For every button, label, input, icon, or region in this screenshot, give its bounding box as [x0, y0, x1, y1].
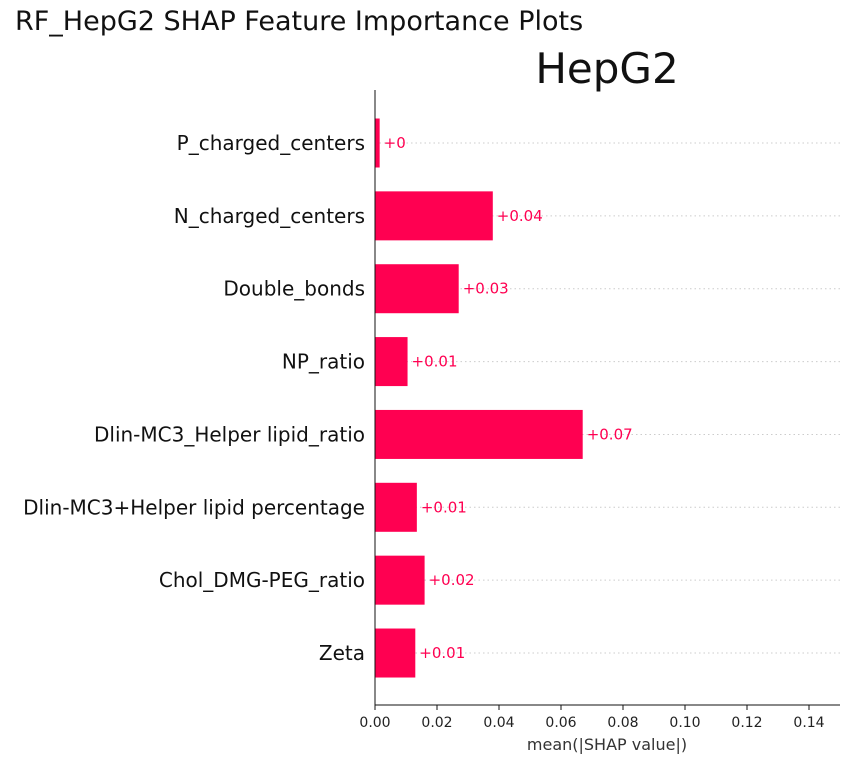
x-tick-label: 0.12: [731, 715, 762, 731]
x-tick-label: 0.00: [359, 715, 390, 731]
x-axis-label: mean(|SHAP value|): [527, 735, 687, 754]
category-label: NP_ratio: [282, 350, 365, 374]
bar-value-label: +0.01: [412, 353, 458, 371]
bar-value-label: +0.07: [587, 425, 633, 443]
bar-value-label: +0.04: [497, 207, 543, 225]
x-tick-label: 0.06: [545, 715, 576, 731]
bar: [375, 337, 408, 387]
axes: P_charged_centers N_charged_centers Double…: [23, 90, 840, 731]
bar-value-label: +0.03: [463, 280, 509, 298]
x-tick-label: 0.02: [421, 715, 452, 731]
x-tick-label: 0.10: [669, 715, 700, 731]
category-label: Dlin-MC3_Helper lipid_ratio: [94, 422, 365, 446]
bars: +0 +0.04 +0.03 +0.01 +0.07 +0.01 +0.02 +0.01: [375, 118, 633, 678]
bar-value-label: +0.01: [419, 644, 465, 662]
chart-title: HepG2: [535, 44, 678, 93]
bar-value-label: +0.02: [429, 571, 475, 589]
category-label: Zeta: [319, 641, 365, 665]
bar: [375, 555, 425, 605]
category-label: Chol_DMG-PEG_ratio: [159, 568, 365, 592]
bar: [375, 409, 583, 459]
x-tick-label: 0.14: [793, 715, 824, 731]
x-tick-label: 0.04: [483, 715, 514, 731]
bar: [375, 191, 493, 241]
x-tick-label: 0.08: [607, 715, 638, 731]
bar: [375, 264, 459, 314]
bar: [375, 628, 416, 678]
category-label: Double_bonds: [223, 277, 365, 301]
bar-value-label: +0: [384, 134, 406, 152]
category-label: N_charged_centers: [174, 204, 365, 228]
category-label: Dlin-MC3+Helper lipid percentage: [23, 495, 365, 519]
bar-value-label: +0.01: [421, 498, 467, 516]
category-label: P_charged_centers: [177, 131, 365, 155]
bar: [375, 482, 417, 532]
figure-suptitle: RF_HepG2 SHAP Feature Importance Plots: [15, 6, 584, 37]
bar: [375, 118, 380, 168]
